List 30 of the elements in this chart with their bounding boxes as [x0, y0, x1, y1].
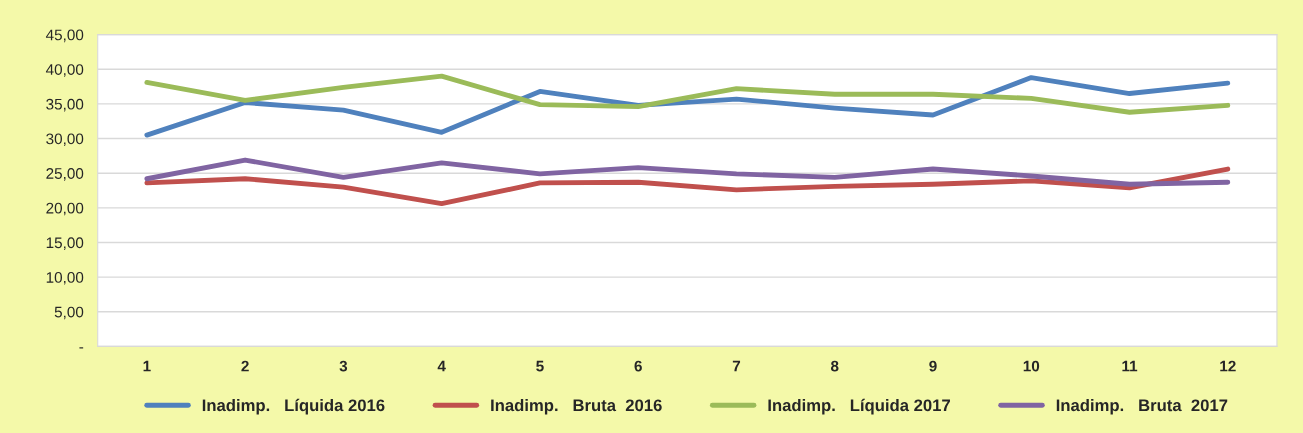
y-tick-label: 35,00 [46, 98, 84, 112]
y-tick-label: 15,00 [46, 237, 84, 250]
line-series [144, 157, 1231, 187]
x-tick-label: 10 [1023, 360, 1040, 372]
x-tick-label: 2 [241, 360, 249, 372]
x-tick-label: 3 [339, 360, 348, 372]
x-tick-label: 5 [536, 360, 544, 372]
y-tick-label: 20,00 [46, 202, 84, 216]
x-tick-label: 9 [929, 360, 937, 372]
x-tick-label: 1 [143, 360, 151, 372]
x-tick-label: 8 [830, 360, 839, 372]
line-series [144, 73, 1231, 115]
legend-label: Inadimp. Líquida 2016 [202, 398, 385, 415]
x-tick-label: 11 [1122, 360, 1138, 372]
x-tick-label: 4 [437, 360, 446, 372]
x-tick-label: 7 [732, 360, 741, 372]
legend-label: Inadimp. Bruta 2017 [1056, 398, 1228, 415]
y-tick-label: 45,00 [45, 29, 84, 43]
legend-label: Inadimp. Bruta 2016 [491, 398, 662, 415]
y-tick-label: 5,00 [54, 306, 84, 320]
line-series [144, 166, 1231, 207]
y-tick-label: 30,00 [46, 133, 84, 147]
line-series [144, 75, 1231, 138]
x-tick-label: 12 [1220, 360, 1236, 372]
y-tick-label: 40,00 [45, 64, 84, 77]
y-tick-label: 10,00 [46, 271, 84, 285]
legend-label: Inadimp. Líquida 2017 [768, 398, 950, 415]
y-tick-label: 25,00 [46, 168, 84, 181]
y-tick-label: - [79, 347, 84, 349]
x-tick-label: 6 [634, 360, 642, 372]
